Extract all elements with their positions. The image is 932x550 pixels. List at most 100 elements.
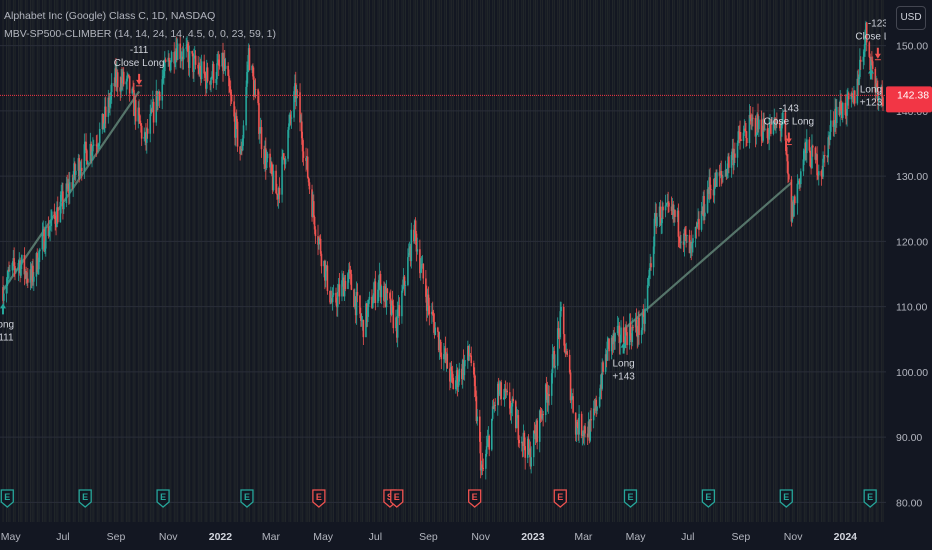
candle-body: [726, 168, 729, 177]
bar-stripe: [839, 0, 841, 522]
candle-body: [30, 269, 33, 281]
candle-body: [798, 178, 800, 184]
candle-body: [720, 170, 723, 176]
candle-body: [637, 317, 639, 338]
event-marker-earnings: [779, 489, 793, 508]
bar-stripe: [77, 0, 79, 522]
bar-stripe: [446, 0, 448, 522]
candle-body: [115, 68, 117, 83]
candle-body: [456, 370, 459, 388]
long-entry-arrow: [0, 303, 6, 315]
candle-body: [368, 296, 371, 300]
bar-stripe: [317, 0, 319, 522]
candle-body: [371, 296, 373, 308]
candle-body: [408, 246, 411, 254]
candle-body: [791, 201, 794, 222]
candle-body: [151, 109, 153, 112]
candle-body: [683, 229, 686, 245]
price-axis[interactable]: 80.0090.00100.00110.00120.00130.00140.00…: [886, 0, 932, 550]
bar-stripe: [223, 0, 225, 522]
candle-body: [173, 52, 176, 64]
event-marker-earnings: [623, 489, 638, 508]
bar-stripe: [125, 0, 127, 522]
event-glyph: E: [705, 492, 711, 502]
indicator-label[interactable]: MBV-SP500-CLIMBER (14, 14, 24, 14, 4.5, …: [4, 28, 276, 40]
bar-stripe: [288, 0, 290, 522]
bar-stripe: [341, 0, 343, 522]
candle-body: [414, 220, 417, 234]
bar-stripe: [115, 0, 117, 522]
candle-body: [485, 446, 488, 454]
bar-stripe: [848, 0, 850, 522]
candle-body: [272, 170, 275, 191]
candle-body: [619, 342, 621, 344]
bar-stripe: [391, 0, 393, 522]
candle-body: [96, 145, 98, 147]
candle-body: [217, 59, 220, 66]
candle-body: [102, 113, 104, 130]
candle-body: [584, 426, 586, 434]
candle-body: [168, 57, 170, 61]
candle-body: [163, 59, 166, 72]
bar-stripe: [290, 0, 292, 522]
candle-body: [215, 79, 217, 84]
bar-stripe: [41, 0, 43, 522]
candle-body: [604, 354, 607, 372]
bar-stripe: [841, 0, 843, 522]
candle-body: [524, 446, 526, 458]
bar-stripe: [98, 0, 100, 522]
candle-body: [511, 398, 514, 407]
trade-line: [2, 90, 141, 291]
candle-body: [137, 107, 140, 122]
candle-body: [625, 327, 627, 333]
candle-body: [487, 435, 490, 440]
candle-body: [839, 100, 841, 116]
candle-body: [865, 22, 868, 43]
time-axis[interactable]: May Jul Sep Nov 2022 Mar May Jul Sep Nov 2023 Mar Ma…: [0, 522, 932, 550]
bar-stripe: [570, 0, 572, 522]
bar-stripe: [57, 0, 59, 522]
candle-body: [50, 211, 53, 221]
bar-stripe: [721, 0, 723, 522]
signal-value: +111: [0, 332, 14, 343]
candle-body: [362, 320, 365, 338]
candle-body: [528, 448, 531, 453]
bar-stripe: [201, 0, 203, 522]
candle-body: [116, 72, 118, 83]
candle-body: [120, 77, 122, 92]
trade-lines: [2, 90, 793, 331]
currency-button[interactable]: USD: [896, 6, 926, 30]
bar-stripe: [113, 0, 115, 522]
bar-stripe: [264, 0, 266, 522]
bar-stripe: [793, 0, 795, 522]
candle-body: [458, 368, 461, 382]
bar-stripe: [96, 0, 98, 522]
bar-stripe: [668, 0, 670, 522]
bar-stripe: [545, 0, 547, 522]
candle-body: [300, 121, 302, 123]
candle-body: [536, 420, 538, 442]
candle-body: [175, 48, 178, 60]
candle-body: [542, 414, 544, 416]
candle-body: [676, 210, 679, 217]
bar-stripe: [84, 0, 86, 522]
candle-body: [564, 351, 567, 354]
candle-body: [643, 314, 645, 324]
candle-body: [14, 266, 16, 271]
candle-body: [856, 78, 859, 104]
bar-stripe: [72, 0, 74, 522]
bar-stripe: [521, 0, 523, 522]
candle-body: [691, 242, 693, 249]
candle-body: [229, 91, 232, 97]
candle-body: [678, 236, 681, 238]
candle-body: [366, 307, 369, 323]
bar-stripe: [293, 0, 295, 522]
candle-body: [90, 143, 92, 156]
bar-stripe: [581, 0, 583, 522]
candle-body: [307, 177, 310, 183]
bar-stripe: [386, 0, 388, 522]
candle-body: [278, 188, 281, 195]
candle-body: [446, 353, 449, 369]
bar-stripe: [396, 0, 398, 522]
